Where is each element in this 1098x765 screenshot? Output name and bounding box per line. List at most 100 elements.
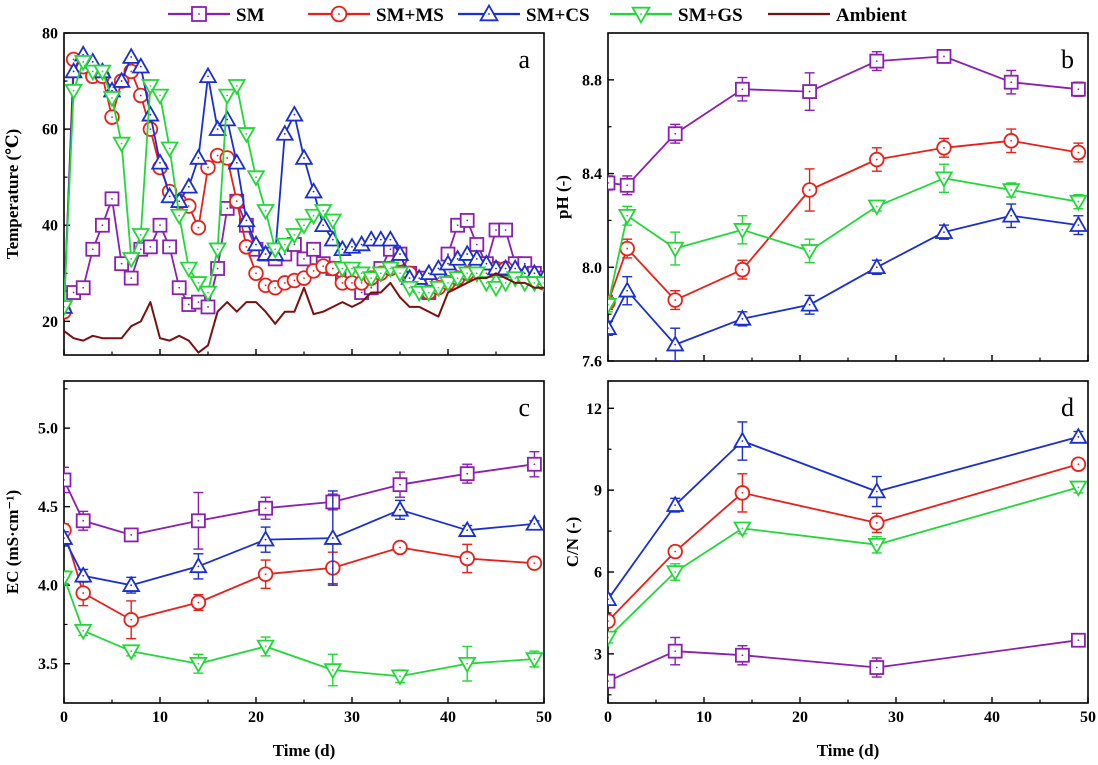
marker-dot (312, 190, 315, 193)
marker-triangle-up (457, 244, 477, 261)
marker-triangle-down (304, 208, 323, 226)
marker-dot (674, 343, 677, 346)
marker-triangle-down (733, 223, 752, 240)
data-point (802, 84, 817, 99)
marker-dot (389, 267, 392, 270)
marker-dot (399, 253, 401, 255)
marker-dot (303, 224, 305, 227)
marker-dot (408, 286, 411, 289)
marker-dot (274, 286, 277, 289)
data-point (665, 565, 685, 582)
marker-dot (255, 176, 257, 179)
marker-dot (533, 272, 536, 275)
data-point (169, 191, 189, 208)
y-tick-label: 8.4 (582, 166, 602, 183)
data-point (190, 594, 207, 611)
marker-dot (120, 142, 123, 145)
marker-dot (216, 248, 219, 251)
data-point (217, 109, 237, 127)
marker-triangle-down (237, 127, 256, 144)
series-line (608, 214, 1079, 346)
marker-dot (312, 214, 315, 217)
data-point (121, 252, 141, 269)
data-point (189, 148, 208, 165)
marker-triangle-down (131, 228, 151, 245)
marker-triangle-up (169, 191, 189, 208)
marker-dot (139, 65, 142, 68)
data-point (467, 249, 487, 266)
marker-dot (495, 229, 497, 231)
marker-dot (533, 562, 536, 565)
marker-dot (82, 60, 85, 63)
marker-dot (64, 306, 65, 308)
marker-dot (216, 267, 219, 270)
marker-dot (741, 88, 744, 91)
y-axis: 20 40 60 80 (42, 26, 70, 331)
marker-dot (418, 277, 421, 280)
marker-dot (264, 538, 267, 541)
data-point (665, 241, 685, 259)
marker-dot (283, 133, 286, 135)
x-tick-label: 10 (696, 709, 712, 726)
marker-dot (82, 592, 85, 594)
data-point (1069, 215, 1088, 232)
marker-triangle-down (486, 280, 506, 298)
marker-dot (168, 245, 171, 248)
marker-dot (741, 440, 744, 442)
panel-a-temperature: 20 40 60 80 Temperature (℃) a (3, 26, 545, 356)
marker-dot (608, 620, 609, 623)
marker-dot (389, 238, 392, 241)
marker-dot (159, 224, 161, 227)
marker-dot (504, 229, 507, 231)
data-point (525, 514, 544, 531)
series-sm-plus-gs (64, 570, 544, 687)
series-sm-plus-cs (608, 203, 1088, 361)
data-point (735, 81, 750, 97)
marker-dot (1077, 200, 1080, 203)
legend-marker (330, 5, 348, 23)
marker-dot (495, 286, 497, 289)
marker-dot (504, 267, 507, 270)
data-point (162, 239, 178, 255)
marker-triangle-up (304, 181, 323, 199)
marker-dot (608, 327, 609, 330)
marker-dot (198, 13, 200, 15)
data-point (275, 237, 295, 255)
marker-triangle-down (867, 199, 887, 216)
data-point (617, 281, 637, 298)
plot-area (64, 450, 544, 687)
y-tick-label: 4.0 (38, 578, 58, 595)
marker-dot (178, 214, 181, 217)
marker-triangle-down (419, 285, 439, 303)
series-sm (608, 49, 1086, 196)
data-point (64, 570, 74, 587)
data-point (867, 481, 887, 499)
marker-dot (543, 282, 544, 284)
marker-triangle-down (189, 656, 208, 674)
marker-triangle-up (457, 520, 477, 537)
marker-dot (875, 521, 878, 524)
marker-triangle-up (467, 249, 487, 266)
marker-triangle-down (665, 565, 685, 582)
data-point (1069, 427, 1088, 444)
marker-dot (264, 573, 267, 576)
marker-dot (1077, 463, 1080, 466)
marker-triangle-down (265, 242, 285, 259)
data-point (800, 244, 819, 261)
marker-triangle-down (361, 271, 381, 288)
marker-dot (475, 243, 478, 246)
marker-dot (875, 205, 878, 208)
marker-dot (514, 277, 517, 280)
marker-triangle-up (141, 105, 160, 122)
marker-triangle-down (390, 266, 410, 283)
marker-dot (399, 272, 401, 275)
data-point (313, 204, 333, 221)
marker-triangle-up (121, 47, 141, 64)
panel-letter: c (518, 393, 530, 422)
y-tick-label: 6 (594, 565, 602, 582)
marker-triangle-down (121, 252, 141, 269)
y-tick-label: 3 (594, 646, 602, 663)
marker-dot (608, 303, 609, 306)
marker-dot (338, 13, 340, 15)
marker-dot (351, 282, 353, 284)
